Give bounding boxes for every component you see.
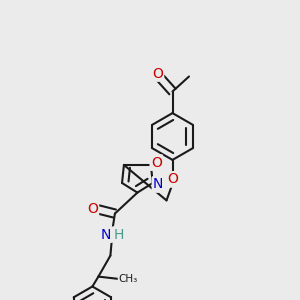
Text: O: O bbox=[87, 202, 98, 216]
Text: O: O bbox=[151, 156, 162, 170]
Text: N: N bbox=[153, 178, 164, 191]
Text: CH₃: CH₃ bbox=[119, 274, 138, 284]
Text: O: O bbox=[152, 67, 163, 80]
Text: O: O bbox=[167, 172, 178, 186]
Text: H: H bbox=[113, 228, 124, 242]
Text: N: N bbox=[101, 228, 111, 242]
